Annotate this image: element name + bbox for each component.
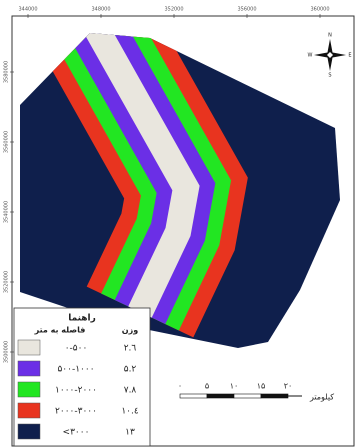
scale-segment [260, 393, 289, 399]
scale-label: ۰ [178, 382, 182, 391]
scale-label: ۱۰ [230, 382, 239, 391]
legend-swatch [17, 360, 41, 377]
coordinate-label: 344000 [18, 7, 37, 13]
coordinate-label: 348000 [91, 7, 110, 13]
legend-label: ۲۰۰۰-۳۰۰۰ [55, 407, 97, 417]
compass-rose: N S E W [308, 33, 352, 79]
coordinate-label: 352000 [164, 7, 183, 13]
compass-s: S [328, 73, 331, 79]
legend-weight: ۷.۸ [124, 386, 137, 396]
legend-swatch [17, 339, 41, 356]
legend-box [13, 307, 151, 447]
legend-column: وزن [122, 326, 138, 335]
legend-label: ۰-۵۰۰ [65, 344, 88, 354]
legend-title: راهنما [68, 314, 96, 324]
legend-swatch [17, 402, 41, 419]
scale-segment [233, 393, 262, 399]
scale-segment [206, 393, 235, 399]
legend-column: فاصله به متر [34, 326, 86, 335]
coordinate-label: 3560000 [4, 131, 10, 153]
legend-weight: ۵.۲ [124, 365, 137, 375]
legend-weight: ۱۰.٤ [121, 407, 139, 417]
coordinate-label: 3580000 [4, 61, 10, 83]
legend-weight: ۱۳ [125, 428, 135, 438]
compass-n: N [328, 33, 332, 39]
compass-w: W [308, 53, 313, 59]
legend-swatch [17, 381, 41, 398]
scale-unit: کیلومتر [309, 393, 334, 402]
legend-weight: ۲.٦ [124, 344, 137, 354]
compass-e: E [348, 53, 351, 59]
legend-swatch [17, 423, 41, 440]
buffer-band [84, 33, 200, 318]
legend: راهنما فاصله به متر وزن ۰-۵۰۰ ۲.٦ ۵۰۰-۱۰۰۰… [13, 307, 151, 447]
legend-label: ۱۰۰۰-۲۰۰۰ [55, 386, 97, 396]
coordinate-label: 3520000 [4, 271, 10, 293]
legend-label: <۳۰۰۰ [63, 428, 90, 438]
coordinate-label: 360000 [310, 7, 329, 13]
legend-label: ۵۰۰-۱۰۰۰ [57, 365, 94, 375]
map-frame [11, 15, 355, 447]
scale-segment [179, 393, 208, 399]
scale-label: ۱۵ [257, 382, 266, 391]
scale-label: ۵ [205, 382, 209, 391]
coordinate-label: 3500000 [4, 341, 10, 363]
coordinate-label: 3540000 [4, 201, 10, 223]
scale-bar: ۰ ۵ ۱۰ ۱۵ ۲۰ کیلومتر [178, 382, 334, 402]
coordinate-label: 356000 [237, 7, 256, 13]
scale-label: ۲۰ [284, 382, 293, 391]
